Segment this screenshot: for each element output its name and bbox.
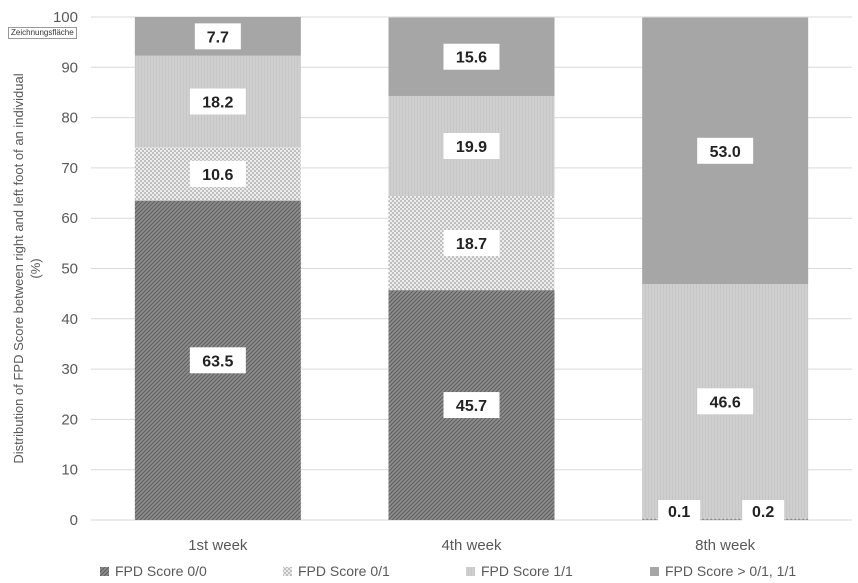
data-label: 0.2 bbox=[752, 504, 774, 521]
data-label: 53.0 bbox=[710, 144, 741, 161]
data-label: 46.6 bbox=[710, 394, 741, 411]
legend-swatch bbox=[650, 567, 659, 576]
data-label: 0.1 bbox=[668, 504, 690, 521]
data-label: 19.9 bbox=[456, 139, 487, 156]
legend-swatch bbox=[283, 567, 292, 576]
y-axis-title: Distribution of FPD Score between right … bbox=[11, 73, 26, 463]
x-tick-label: 8th week bbox=[695, 537, 756, 554]
y-tick-label: 40 bbox=[61, 311, 78, 328]
y-tick-label: 100 bbox=[53, 9, 78, 26]
y-tick-label: 50 bbox=[61, 261, 78, 278]
bar-segment bbox=[642, 518, 809, 520]
legend-swatch bbox=[466, 567, 475, 576]
y-tick-label: 0 bbox=[70, 512, 78, 529]
legend-swatch bbox=[100, 567, 109, 576]
plot-area-tag: Zeichnungsfläche bbox=[8, 27, 77, 39]
bar-segment bbox=[642, 519, 809, 520]
y-tick-label: 70 bbox=[61, 160, 78, 177]
x-tick-label: 1st week bbox=[188, 537, 248, 554]
data-label: 15.6 bbox=[456, 50, 487, 67]
y-tick-label: 30 bbox=[61, 361, 78, 378]
axes: 0 10 20 30 40 50 60 70 80 90 100 Distribution of FP… bbox=[11, 9, 756, 554]
data-label-box bbox=[443, 133, 500, 160]
data-label-box bbox=[443, 230, 500, 257]
y-tick-label: 10 bbox=[61, 462, 78, 479]
y-tick-label: 20 bbox=[61, 411, 78, 428]
y-tick-label: 60 bbox=[61, 210, 78, 227]
legend-label: FPD Score 0/1 bbox=[298, 563, 390, 579]
y-tick-label: 90 bbox=[61, 59, 78, 76]
data-label: 18.2 bbox=[202, 95, 233, 112]
data-label-box bbox=[443, 43, 500, 70]
data-label-box bbox=[194, 23, 241, 50]
data-label: 10.6 bbox=[202, 167, 233, 184]
legend-label: FPD Score > 0/1, 1/1 bbox=[665, 563, 796, 579]
y-tick-label: 80 bbox=[61, 110, 78, 127]
data-label-box bbox=[697, 137, 754, 164]
data-label: 63.5 bbox=[202, 353, 233, 370]
data-label: 45.7 bbox=[456, 398, 487, 415]
y-axis-title-unit: (%) bbox=[28, 258, 43, 278]
legend-label: FPD Score 1/1 bbox=[481, 563, 573, 579]
data-label-box bbox=[189, 88, 246, 115]
data-label-box bbox=[697, 388, 754, 415]
data-label-box bbox=[742, 500, 785, 522]
data-labels: 63.5 10.6 18.2 7.7 45.7 18.7 19.9 15.6 46.6 53.0 0… bbox=[189, 23, 785, 522]
data-label: 18.7 bbox=[456, 236, 487, 253]
legend-label: FPD Score 0/0 bbox=[115, 563, 207, 579]
data-label-box bbox=[443, 392, 500, 419]
data-label-box bbox=[189, 160, 246, 187]
data-label: 7.7 bbox=[207, 29, 229, 46]
data-label-box bbox=[658, 500, 701, 522]
data-label-box bbox=[189, 347, 246, 374]
legend: FPD Score 0/0 FPD Score 0/1 FPD Score 1/1 F… bbox=[100, 563, 796, 579]
x-tick-label: 4th week bbox=[441, 537, 502, 554]
